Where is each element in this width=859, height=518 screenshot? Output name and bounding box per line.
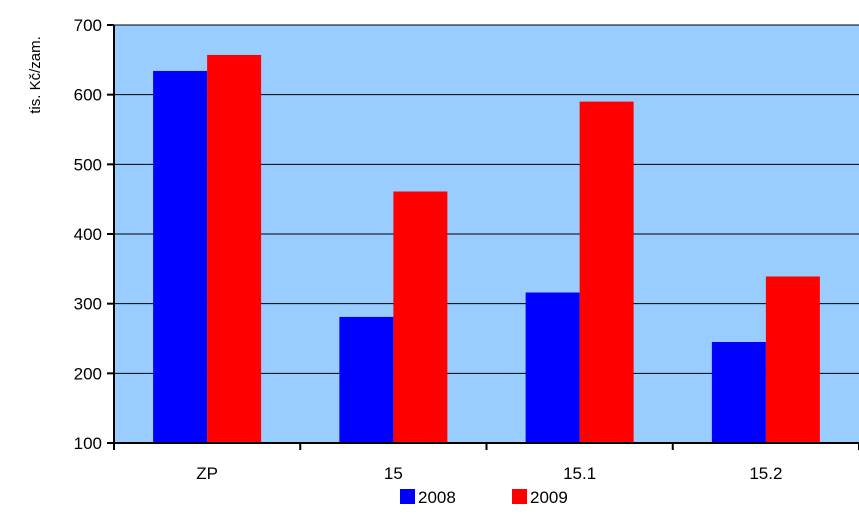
y-tick-label: 100 [74,434,102,453]
legend: 2008 2009 [400,488,568,507]
bar-2009-ZP [207,54,262,443]
legend-swatch-2009 [512,489,527,504]
y-tick-label: 300 [74,295,102,314]
x-tick-label: 15.1 [563,464,596,483]
tick-labels: 100 200 300 400 500 600 700 ZP 15 15.1 15.2 [74,16,783,483]
x-tick-label: 15.2 [749,464,782,483]
bars [153,54,820,443]
bar-2008-15.1 [525,292,580,443]
y-tick-label: 400 [74,225,102,244]
y-tick-label: 200 [74,364,102,383]
bar-2008-ZP [153,70,208,443]
bar-2009-15 [393,191,448,443]
y-tick-label: 500 [74,155,102,174]
bar-2008-15 [339,316,394,443]
axes [107,24,859,450]
legend-label: 2008 [418,488,456,507]
y-axis-title: tis. Kč/zam. [27,36,44,114]
bar-2009-15.1 [579,101,634,443]
x-tick-label: ZP [196,464,218,483]
legend-swatch-2008 [400,489,415,504]
bar-2009-15.2 [765,276,820,443]
x-tick-label: 15 [384,464,403,483]
bar-2008-15.2 [711,341,766,443]
y-tick-label: 700 [74,16,102,35]
legend-label: 2009 [530,488,568,507]
y-tick-label: 600 [74,86,102,105]
